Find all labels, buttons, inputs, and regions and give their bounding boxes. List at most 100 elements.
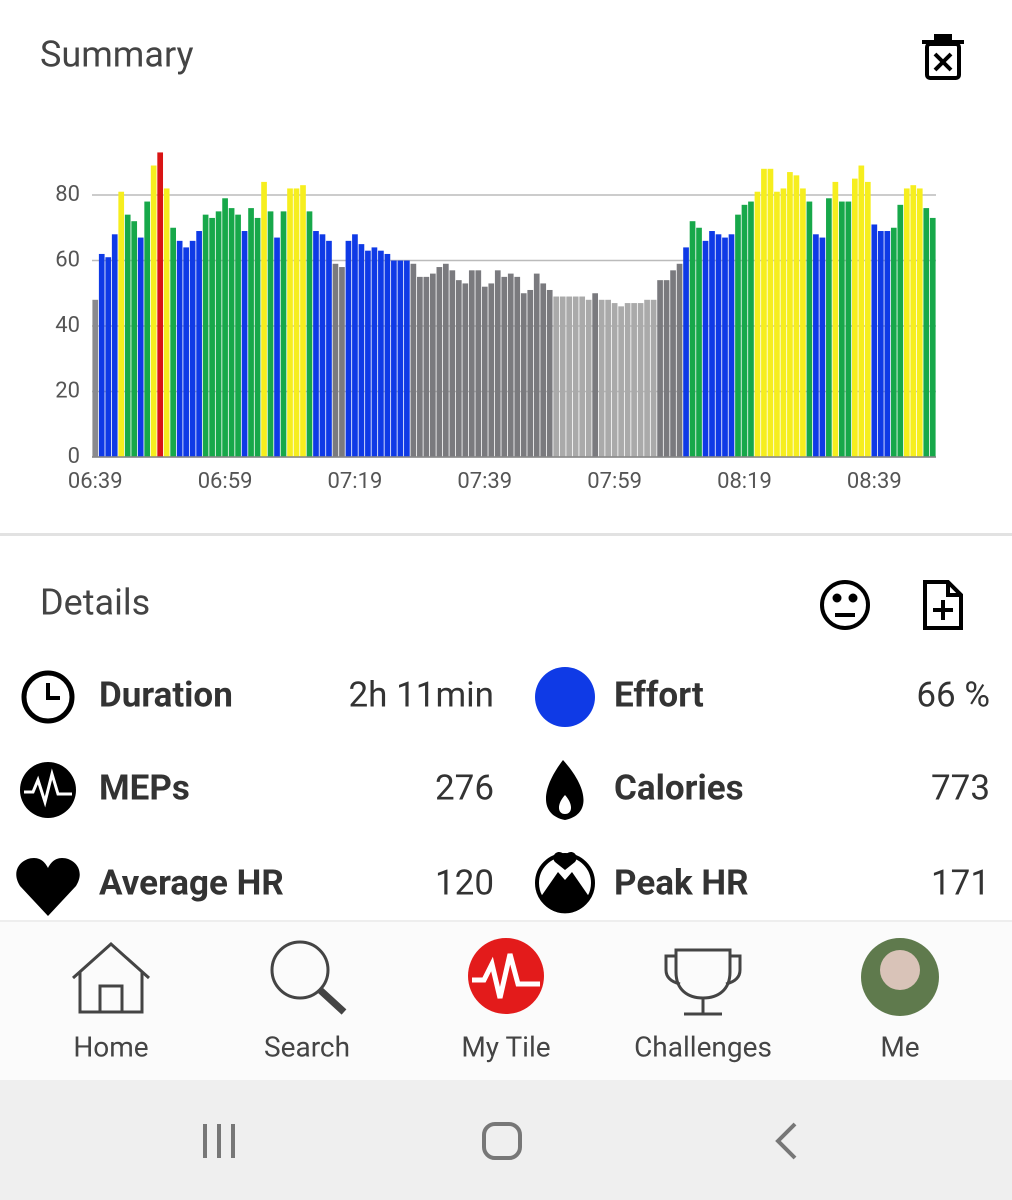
x-tick-label: 07:19 bbox=[328, 469, 383, 494]
bar bbox=[287, 188, 293, 457]
bar bbox=[189, 240, 196, 457]
chart: 0 20 40 60 80 06:39 06:59 07:19 07:39 07:59 08:19 0… bbox=[55, 152, 936, 494]
bar bbox=[839, 201, 845, 457]
bar bbox=[741, 204, 748, 457]
bar bbox=[202, 214, 209, 457]
bar bbox=[488, 283, 495, 457]
bar bbox=[468, 270, 475, 457]
bar bbox=[787, 172, 793, 457]
x-tick-label: 07:59 bbox=[587, 469, 642, 494]
x-tick-label: 08:39 bbox=[847, 469, 902, 494]
bar bbox=[111, 234, 118, 457]
bar bbox=[923, 208, 930, 457]
bar bbox=[404, 260, 410, 457]
bar bbox=[267, 211, 274, 457]
bar bbox=[754, 191, 761, 457]
mytile-pulse bbox=[472, 953, 540, 999]
bar bbox=[261, 181, 267, 457]
bar bbox=[514, 276, 521, 457]
stat-value: 120 bbox=[435, 862, 494, 903]
home-icon bbox=[71, 941, 151, 1014]
bar bbox=[819, 237, 826, 457]
delete-button[interactable] bbox=[922, 34, 964, 80]
calories-icon bbox=[545, 760, 584, 820]
bar bbox=[871, 224, 878, 457]
stat-label: Peak HR bbox=[614, 862, 749, 903]
bar bbox=[832, 181, 839, 457]
bar bbox=[507, 273, 514, 457]
bar bbox=[319, 234, 326, 457]
stat-label: Calories bbox=[614, 767, 744, 808]
bar bbox=[481, 286, 488, 457]
bar bbox=[520, 293, 527, 457]
mood-button[interactable] bbox=[820, 580, 870, 630]
nav-label[interactable]: Me bbox=[880, 1030, 919, 1063]
stat-value: 276 bbox=[435, 767, 494, 808]
bar bbox=[800, 188, 806, 457]
bar bbox=[611, 303, 618, 457]
nav-label[interactable]: Home bbox=[73, 1030, 148, 1063]
x-tick-label: 08:19 bbox=[717, 469, 772, 494]
bar bbox=[579, 296, 586, 457]
bar bbox=[157, 152, 164, 458]
stat-value: 66 % bbox=[916, 674, 990, 715]
y-tick-label: 20 bbox=[55, 378, 80, 403]
search-icon bbox=[270, 940, 330, 1000]
bar bbox=[929, 217, 936, 457]
bar bbox=[650, 299, 657, 457]
nav-label[interactable]: My Tile bbox=[461, 1030, 550, 1063]
bar bbox=[280, 211, 287, 457]
bar bbox=[248, 208, 254, 457]
add-note-button[interactable] bbox=[923, 580, 963, 630]
bar bbox=[241, 231, 248, 457]
bar bbox=[449, 270, 456, 457]
bar bbox=[663, 280, 670, 457]
bar bbox=[728, 234, 735, 457]
bar bbox=[455, 280, 462, 457]
bar bbox=[345, 240, 352, 457]
bar bbox=[585, 299, 592, 457]
bar bbox=[735, 214, 741, 457]
bar bbox=[761, 168, 767, 458]
bar bbox=[877, 231, 884, 457]
system-buttons bbox=[203, 1122, 797, 1160]
bar bbox=[215, 211, 222, 457]
home-button[interactable] bbox=[482, 1122, 522, 1160]
stat-label: Effort bbox=[614, 674, 704, 715]
bar bbox=[391, 260, 397, 457]
system-bar bbox=[0, 1080, 1012, 1200]
peak-hr-mountain bbox=[540, 872, 590, 914]
x-tick-label: 07:39 bbox=[457, 469, 512, 494]
bar bbox=[371, 247, 378, 457]
bar bbox=[689, 221, 696, 457]
bar bbox=[235, 214, 241, 457]
bar bbox=[683, 247, 689, 457]
bar bbox=[397, 260, 404, 457]
bar bbox=[864, 181, 871, 457]
bar bbox=[384, 253, 391, 457]
bar bbox=[916, 188, 923, 457]
bar bbox=[618, 306, 624, 457]
bar bbox=[644, 299, 650, 457]
duration-icon bbox=[21, 670, 75, 724]
stat-label: Average HR bbox=[99, 862, 284, 903]
bar bbox=[624, 303, 631, 457]
nav-label[interactable]: Search bbox=[264, 1030, 350, 1063]
back-button[interactable] bbox=[775, 1122, 797, 1160]
details-title: Details bbox=[40, 582, 150, 624]
bar bbox=[702, 240, 709, 457]
nav-border bbox=[0, 920, 1012, 922]
bar bbox=[365, 250, 371, 457]
bar bbox=[131, 221, 138, 457]
bar bbox=[722, 237, 728, 457]
bar bbox=[462, 283, 469, 457]
nav-label[interactable]: Challenges bbox=[634, 1030, 772, 1063]
bar bbox=[793, 175, 800, 457]
stat-icons bbox=[16, 667, 595, 916]
recent-apps[interactable] bbox=[203, 1124, 235, 1158]
challenges-icon bbox=[664, 948, 742, 1016]
bar bbox=[592, 293, 598, 457]
stat-label: MEPs bbox=[99, 767, 190, 808]
stat-value: 2h 11min bbox=[348, 674, 494, 715]
bar bbox=[163, 188, 170, 457]
